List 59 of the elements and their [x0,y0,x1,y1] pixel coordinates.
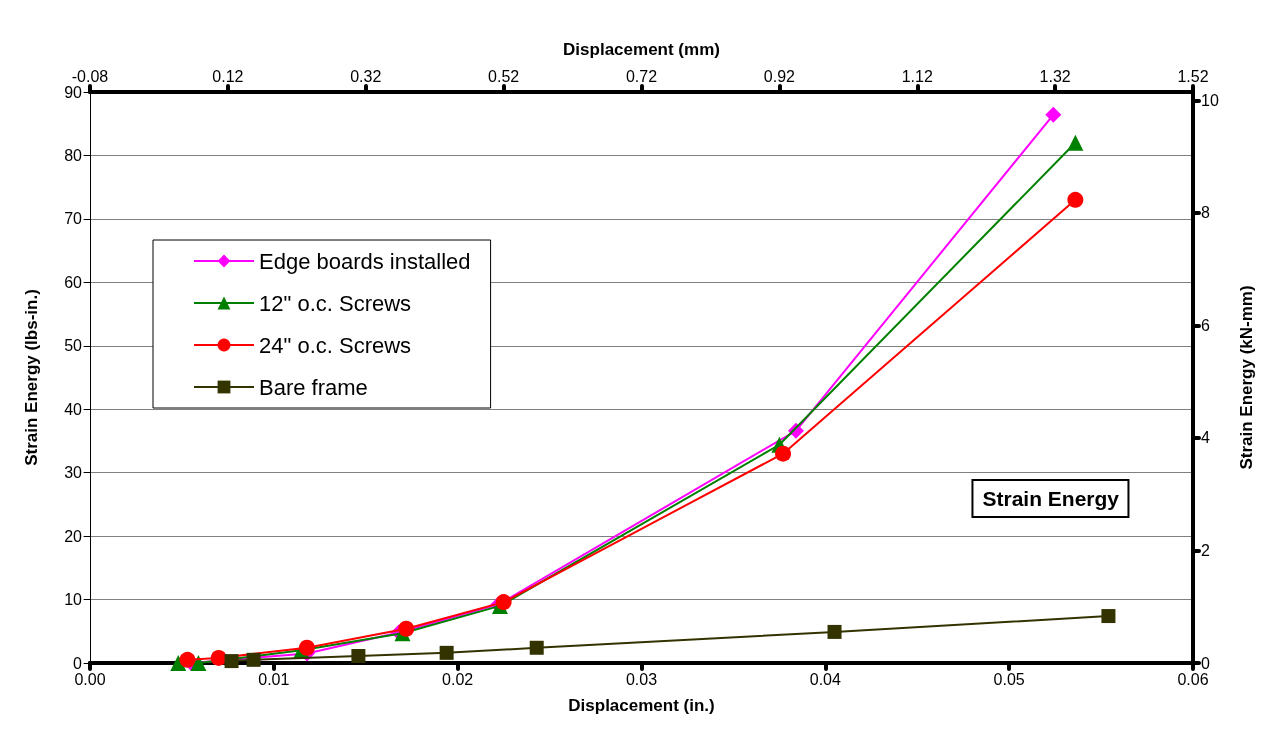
point [1067,191,1084,208]
point [1045,106,1062,123]
x-tick-label: 0.00 [74,670,106,688]
x2-tick-label: -0.08 [71,67,109,85]
legend-label: Edge boards installed [259,248,471,274]
x-tick-label: 0.04 [809,670,842,688]
point [827,624,842,639]
y-tick-label: 40 [64,400,83,418]
y-tick-label: 10 [64,591,83,609]
x-axis-title: Displacement (in.) [568,696,715,715]
point [1101,609,1116,624]
point [179,651,196,668]
point [495,594,512,611]
y2-tick-label: 8 [1201,204,1210,222]
point [190,655,207,671]
y-tick-label: 60 [64,273,83,291]
x-tick-label: 0.01 [258,670,290,688]
legend-label: Bare frame [259,374,368,400]
y-tick-label: 0 [73,654,83,672]
y2-tick-label: 10 [1201,91,1219,109]
point [170,655,187,671]
point [1067,134,1084,151]
y-tick-label: 20 [64,527,83,545]
x-tick-label: 0.06 [1177,670,1209,688]
x-tick-label: 0.03 [625,670,658,688]
point [398,620,415,637]
x2-tick-label: 0.92 [763,67,796,85]
x2-tick-label: 0.72 [625,67,658,85]
point [298,639,315,656]
x2-tick-label: 0.32 [350,67,382,85]
x2-tick-label: 1.52 [1177,67,1209,85]
point [224,654,239,669]
y-axis-title: Strain Energy (lbs-in.) [22,289,41,466]
x2-axis-title: Displacement (mm) [563,40,720,59]
point [439,645,454,660]
point [246,652,261,667]
legend-label: 24" o.c. Screws [259,332,412,358]
point [210,649,227,666]
y-tick-label: 90 [64,83,83,101]
x2-tick-label: 0.52 [488,67,520,85]
y-tick-label: 80 [64,146,83,164]
y2-tick-label: 2 [1201,541,1210,559]
x-tick-label: 0.02 [442,670,474,688]
y2-tick-label: 6 [1201,316,1210,334]
annotation: Strain Energy [982,487,1120,510]
x-tick-label: 0.05 [993,670,1025,688]
x2-tick-label: 0.12 [212,67,244,85]
y2-tick-label: 4 [1201,429,1210,447]
x2-tick-label: 1.32 [1039,67,1071,85]
y2-tick-label: 0 [1201,654,1210,672]
x2-tick-label: 1.12 [901,67,933,85]
legend-label: 12" o.c. Screws [259,290,412,316]
y-tick-label: 30 [64,464,83,482]
y2-axis-title: Strain Energy (kN-mm) [1237,285,1256,470]
y-tick-label: 70 [64,210,83,228]
point [351,649,366,664]
point [529,640,544,655]
y-tick-label: 50 [64,337,83,355]
point [775,445,792,462]
